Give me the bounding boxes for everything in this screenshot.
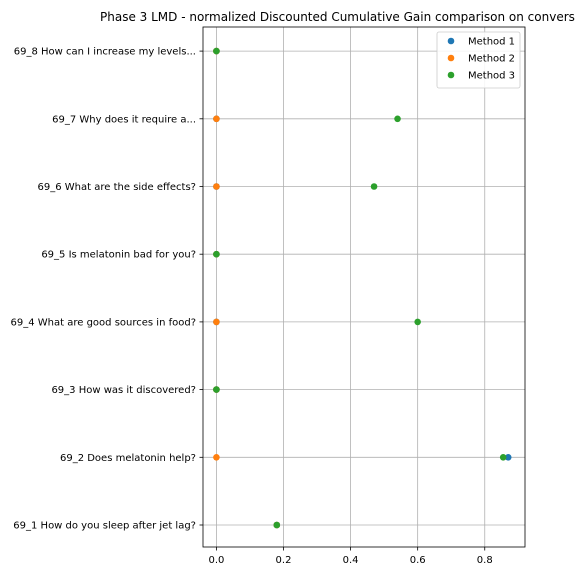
category-label: 69_8 How can I increase my levels...	[14, 47, 196, 58]
data-point	[213, 183, 220, 190]
data-point	[213, 47, 220, 55]
plot-area-frame	[202, 26, 526, 548]
x-tick-label: 0.0	[208, 555, 224, 566]
data-point	[370, 183, 378, 190]
legend-box	[436, 31, 521, 89]
category-label: 69_1 How do you sleep after jet lag?	[13, 521, 196, 532]
category-label: 69_3 How was it discovered?	[51, 385, 196, 396]
category-label: 69_7 Why does it require a...	[52, 114, 196, 125]
legend-label: Method 3	[468, 71, 515, 82]
x-tick-label: 0.8	[477, 555, 493, 566]
axis-ticks: 0.0 0.2 0.4 0.6 0.8 69_1 How do you sleep aft…	[11, 47, 493, 566]
x-tick-label: 0.2	[276, 555, 292, 566]
data-point	[414, 318, 421, 326]
legend-label: Method 2	[468, 54, 515, 65]
legend-label: Method 1	[468, 37, 515, 48]
grid-lines	[203, 27, 525, 547]
category-label: 69_5 Is melatonin bad for you?	[41, 250, 196, 261]
legend-marker	[447, 71, 455, 79]
chart-title: Phase 3 LMD - normalized Discounted Cumu…	[100, 10, 575, 24]
legend-marker	[447, 37, 455, 45]
legend: Method 1 Method 2 Method 3	[436, 31, 521, 89]
data-point	[213, 386, 220, 393]
data-point	[213, 318, 220, 326]
x-tick-label: 0.6	[410, 555, 426, 566]
legend-marker	[447, 54, 455, 62]
data-point	[213, 115, 220, 123]
data-point	[394, 115, 401, 123]
data-point	[273, 521, 281, 529]
data-point	[499, 454, 507, 461]
category-label: 69_4 What are good sources in food?	[11, 317, 196, 328]
data-point	[504, 454, 512, 461]
data-point	[213, 250, 220, 258]
data-points	[213, 47, 512, 529]
data-point	[213, 454, 220, 461]
x-tick-label: 0.4	[343, 555, 359, 566]
category-label: 69_2 Does melatonin help?	[60, 453, 196, 464]
category-label: 69_6 What are the side effects?	[38, 182, 196, 193]
